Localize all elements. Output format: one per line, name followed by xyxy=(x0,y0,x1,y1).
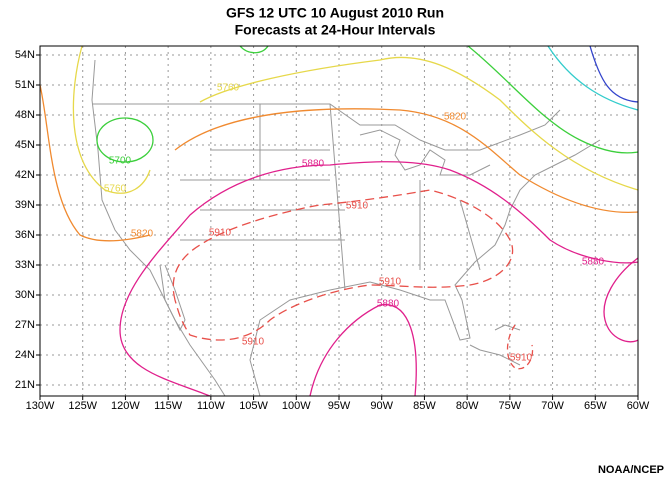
lat-label: 33N xyxy=(15,259,35,271)
contour-labels: 5760 5820 5700 5760 5880 5910 5910 5820 … xyxy=(104,83,605,364)
lat-label: 42N xyxy=(15,169,35,181)
lat-label: 51N xyxy=(15,79,35,91)
lon-label: 80W xyxy=(456,400,479,412)
lon-label: 65W xyxy=(584,400,607,412)
contour-label: 5820 xyxy=(131,229,154,240)
lon-label: 110W xyxy=(197,400,226,412)
lat-label: 45N xyxy=(15,139,35,151)
subtitle: Forecasts at 24-Hour Intervals xyxy=(235,22,436,38)
lat-label: 30N xyxy=(15,289,35,301)
contour-label: 5910 xyxy=(379,277,402,288)
lon-label: 75W xyxy=(499,400,522,412)
lon-label: 105W xyxy=(239,400,268,412)
lat-label: 39N xyxy=(15,199,35,211)
contour-label: 5700 xyxy=(109,156,132,167)
contour-label: 5910 xyxy=(209,228,232,239)
contour-label: 5820 xyxy=(444,112,467,123)
graticule xyxy=(36,46,639,400)
lat-label: 27N xyxy=(15,319,35,331)
contour-label: 5910 xyxy=(242,337,265,348)
lat-label: 36N xyxy=(15,229,35,241)
lon-label: 120W xyxy=(111,400,140,412)
lat-label: 54N xyxy=(15,49,35,61)
map-frame xyxy=(39,45,639,397)
lat-label: 48N xyxy=(15,109,35,121)
credit: NOAA/NCEP xyxy=(598,464,664,476)
lon-label: 100W xyxy=(282,400,311,412)
lon-label: 70W xyxy=(541,400,564,412)
lon-label: 125W xyxy=(68,400,97,412)
contour-label: 5880 xyxy=(582,257,605,268)
title: GFS 12 UTC 10 August 2010 Run xyxy=(226,5,444,21)
lon-label: 130W xyxy=(26,400,55,412)
lon-label: 85W xyxy=(413,400,436,412)
contours xyxy=(39,45,639,397)
contour-label: 5880 xyxy=(377,299,400,310)
contour-label: 5880 xyxy=(302,159,325,170)
lon-label: 60W xyxy=(627,400,650,412)
contour-label: 5760 xyxy=(104,184,127,195)
lon-label: 95W xyxy=(328,400,351,412)
lon-label: 115W xyxy=(154,400,183,412)
lat-label: 24N xyxy=(15,349,35,361)
contour-label: 5910 xyxy=(510,353,533,364)
contour-label: 5760 xyxy=(217,83,240,94)
lon-label: 90W xyxy=(370,400,393,412)
contour-label: 5910 xyxy=(346,201,369,212)
lat-label: 21N xyxy=(15,379,35,391)
